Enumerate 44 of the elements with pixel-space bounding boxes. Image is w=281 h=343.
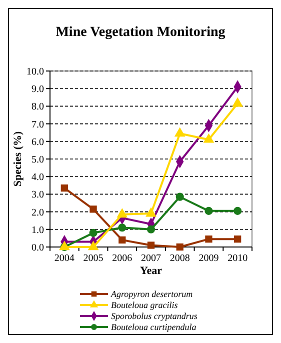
point: [146, 207, 156, 217]
point: [176, 243, 184, 251]
point: [147, 242, 155, 249]
x-tick-label: 2008: [170, 253, 190, 264]
x-axis-title: Year: [140, 265, 162, 277]
legend-label: Bouteloua gracilis: [111, 300, 178, 310]
x-tick-label: 2009: [198, 253, 219, 264]
point: [90, 206, 97, 213]
point: [176, 192, 184, 201]
x-tick-label: 2005: [83, 253, 104, 264]
x-tick-label: 2004: [54, 253, 74, 264]
y-tick-label: 2.0: [32, 207, 44, 218]
point: [234, 236, 242, 243]
point: [89, 228, 98, 237]
point: [174, 127, 186, 137]
y-tick-label: 1.0: [32, 224, 44, 236]
point: [203, 133, 214, 143]
point: [118, 224, 126, 232]
y-tick-label: 4.0: [32, 172, 44, 184]
point: [232, 97, 244, 107]
point: [118, 236, 126, 244]
x-tick-label: 2006: [112, 253, 132, 264]
y-tick-label: 6.0: [32, 136, 44, 148]
y-tick-label: 5.0: [32, 154, 44, 166]
y-axis-title: Species (%): [12, 131, 24, 187]
chart-title: Mine Vegetation Monitoring: [56, 25, 226, 40]
point: [116, 208, 128, 218]
point: [146, 225, 156, 234]
legend-label: Sporobolus cryptandrus: [111, 311, 198, 322]
y-tick-label: 3.0: [32, 190, 44, 201]
y-tick-label: 10.0: [26, 66, 44, 78]
y-tick-label: 8.0: [32, 102, 44, 113]
point: [205, 236, 212, 243]
point: [60, 184, 68, 192]
x-tick-label: 2007: [141, 253, 161, 264]
legend-label: Agropyron desertorum: [110, 289, 194, 300]
y-tick-label: 0.0: [32, 242, 44, 254]
point: [234, 206, 242, 215]
y-tick-label: 7.0: [32, 119, 44, 130]
legend-label: Bouteloua curtipendula: [111, 322, 197, 332]
x-tick-label: 2010: [228, 253, 248, 264]
point: [204, 206, 213, 215]
point: [88, 240, 99, 250]
y-tick-label: 9.0: [32, 84, 44, 96]
